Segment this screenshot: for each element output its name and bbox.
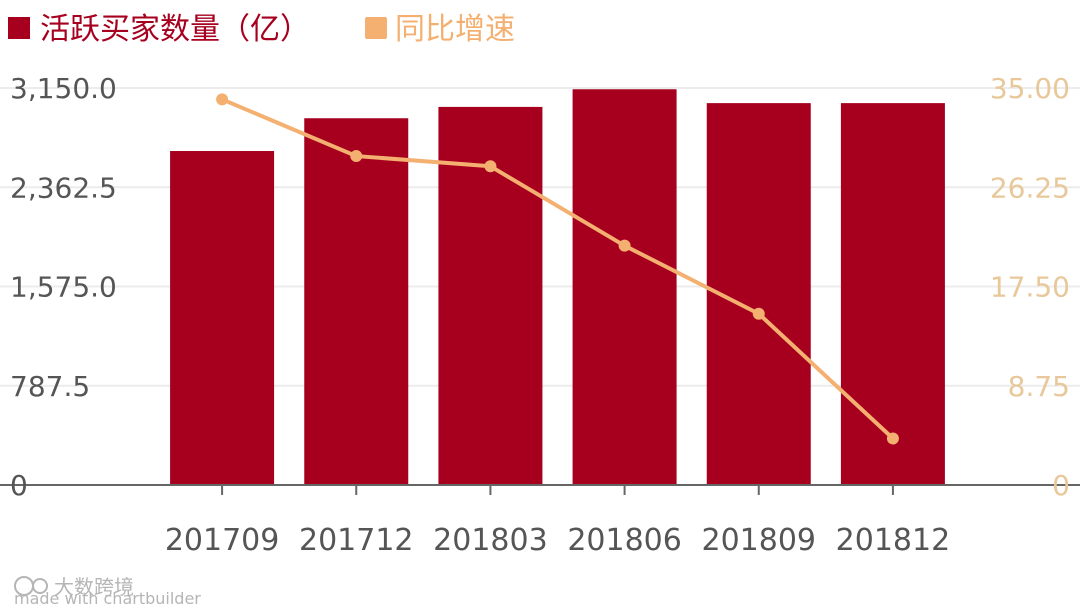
growth-point: [618, 239, 631, 252]
right-tick-label: 35.00: [990, 72, 1070, 105]
legend-line-swatch: [365, 17, 387, 39]
growth-point: [216, 93, 229, 106]
bar: [304, 118, 409, 485]
left-tick-label: 0: [10, 469, 28, 502]
right-tick-label: 26.25: [990, 171, 1070, 204]
axes: [0, 484, 1080, 495]
bar: [170, 151, 275, 485]
left-tick-label: 1,575.0: [10, 271, 117, 304]
line-series: [216, 93, 899, 445]
watermark-made-with: made with chartbuilder: [14, 589, 201, 608]
watermark: 大数跨境 made with chartbuilder: [14, 575, 201, 608]
right-tick-label: 8.75: [1008, 370, 1070, 403]
right-axis-ticks: 0 8.75 17.50 26.25 35.00: [990, 72, 1070, 502]
right-tick-label: 17.50: [990, 271, 1070, 304]
watermark-brand: 大数跨境: [54, 575, 134, 599]
bar: [572, 89, 677, 485]
bar: [840, 103, 945, 485]
x-tick-label: 201812: [836, 523, 951, 558]
growth-line: [220, 97, 895, 441]
left-tick-label: 787.5: [10, 370, 90, 403]
legend-line-label: 同比增速: [395, 12, 515, 47]
left-axis-ticks: 0 787.5 1,575.0 2,362.5 3,150.0: [10, 72, 117, 502]
legend: 活跃买家数量（亿） 同比增速: [8, 12, 515, 47]
x-tick-label: 201809: [701, 523, 816, 558]
growth-point: [484, 160, 497, 173]
x-tick-label: 201803: [433, 523, 548, 558]
left-tick-label: 3,150.0: [10, 72, 117, 105]
legend-bar-swatch: [8, 17, 30, 39]
x-tick-label: 201712: [299, 523, 414, 558]
growth-point: [752, 307, 765, 320]
left-tick-label: 2,362.5: [10, 171, 117, 204]
x-tick-label: 201709: [165, 523, 280, 558]
right-tick-label: 0: [1052, 469, 1070, 502]
x-tick-label: 201806: [567, 523, 682, 558]
legend-bar-label: 活跃买家数量（亿）: [40, 12, 310, 47]
growth-point: [350, 150, 363, 163]
watermark-logo-icon-secondary: [32, 578, 48, 594]
growth-point: [886, 432, 899, 445]
x-axis-ticks: 201709 201712 201803 201806 201809 201812: [165, 523, 950, 558]
